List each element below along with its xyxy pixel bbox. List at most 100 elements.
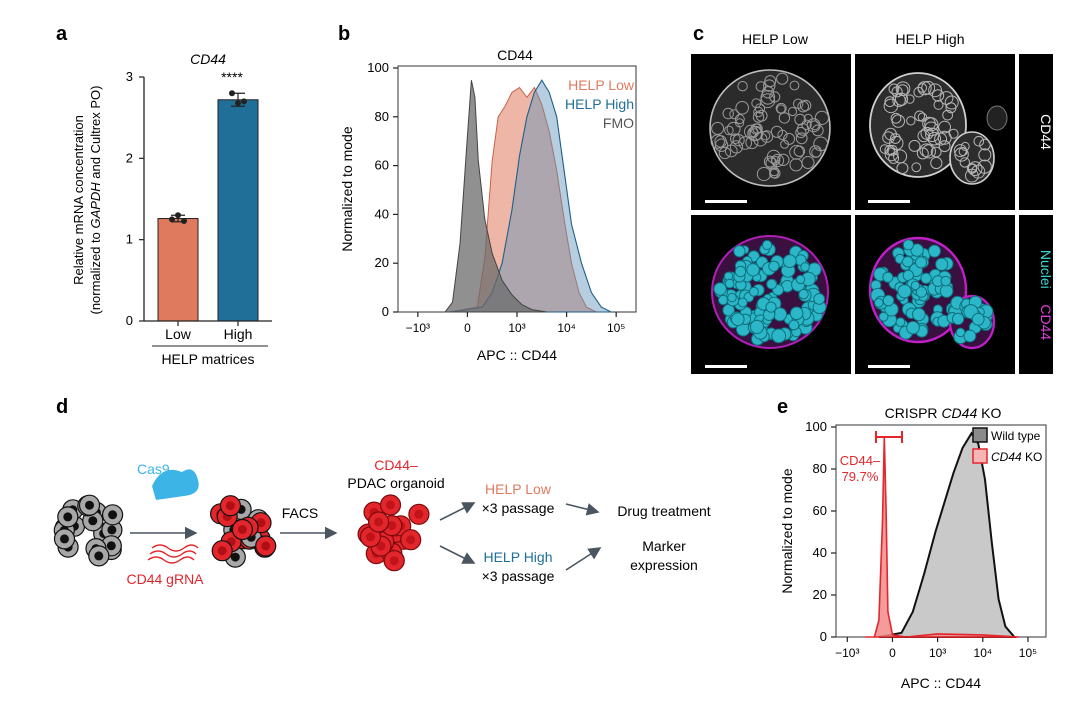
- row-label-strip-merge: [1019, 215, 1053, 374]
- cell: [713, 282, 727, 296]
- cell: [902, 256, 914, 268]
- cell: [762, 239, 773, 251]
- marker-label-line2: expression: [630, 557, 698, 573]
- cell-nucleus: [387, 521, 397, 531]
- cell: [889, 135, 904, 151]
- cell: [770, 125, 784, 138]
- panel-letter-c: c: [693, 23, 704, 45]
- chart-a-title: CD44: [190, 51, 226, 67]
- cell-nucleus: [374, 517, 384, 527]
- data-point: [235, 100, 241, 107]
- cas9-icon: [152, 469, 199, 500]
- chart-b-xlabel: APC :: CD44: [477, 347, 557, 363]
- cell: [737, 81, 748, 92]
- cell-nucleus: [107, 525, 117, 535]
- cell: [761, 86, 775, 99]
- cell-nucleus: [108, 510, 118, 520]
- cell: [737, 297, 748, 308]
- cell: [910, 280, 921, 291]
- cell: [768, 260, 780, 272]
- cell-nucleus: [406, 535, 416, 545]
- chart-e-histograms: [865, 431, 1019, 638]
- cell: [979, 138, 991, 151]
- cell: [933, 99, 944, 110]
- cell-nucleus: [217, 546, 227, 556]
- bar-high: [217, 99, 259, 322]
- chart-e-legend: Wild type CD44 KO: [972, 427, 1042, 464]
- cell: [766, 278, 777, 290]
- cell: [763, 155, 776, 168]
- cell: [710, 134, 725, 149]
- histogram-fmo: [444, 80, 547, 313]
- cell-nucleus: [386, 500, 395, 510]
- cell: [814, 110, 830, 126]
- cell: [776, 72, 789, 85]
- micrograph-merge-high-content: [868, 236, 996, 350]
- y-tick-label: 3: [126, 69, 133, 84]
- cell: [944, 95, 959, 110]
- cell: [923, 121, 939, 137]
- cell: [955, 327, 966, 338]
- chart-e-gate-value: 79.7%: [842, 469, 879, 484]
- cell: [801, 156, 815, 169]
- chart-e-title: CRISPR CD44 KO: [885, 405, 1002, 421]
- scale-bar: [868, 365, 910, 368]
- data-point: [181, 217, 187, 224]
- legend-swatch: [972, 427, 988, 443]
- cell: [906, 116, 916, 126]
- cell: [963, 329, 977, 343]
- cell: [718, 294, 729, 306]
- cell: [953, 144, 967, 158]
- cell: [782, 254, 797, 269]
- cell: [891, 86, 903, 98]
- cell: [795, 132, 808, 145]
- scale-bar: [705, 200, 747, 203]
- micrograph-cd44-low-content: [709, 69, 831, 187]
- x-tick-label: −10³: [835, 646, 859, 660]
- legend-entry: CD44 KO: [991, 450, 1042, 464]
- cell: [882, 131, 895, 144]
- chart-b-y-ticks: 0 20 40 60 80 100: [367, 60, 398, 319]
- cell: [783, 132, 796, 145]
- cell: [789, 306, 804, 321]
- cell: [811, 124, 824, 137]
- chart-b-x-ticks: −10³ 0 10³ 10⁴ 10⁵: [406, 312, 625, 335]
- cell: [731, 312, 745, 327]
- drug-treatment-label: Drug treatment: [617, 503, 710, 519]
- cell: [787, 106, 798, 117]
- chart-e-xlabel: APC :: CD44: [901, 675, 981, 691]
- legend-entry: HELP Low: [568, 77, 635, 93]
- cell: [913, 86, 925, 98]
- cell: [915, 286, 928, 298]
- cell: [930, 156, 943, 170]
- y-tick-label: 80: [813, 461, 827, 476]
- chart-b-legend: HELP Low HELP High FMO: [565, 77, 635, 131]
- cell: [938, 120, 951, 134]
- y-tick-label: 80: [375, 109, 389, 124]
- chart-a-bars: Low High: [144, 90, 272, 342]
- chart-e-gate: [875, 431, 903, 443]
- y-tick-label: 60: [375, 158, 389, 173]
- cell: [902, 239, 915, 251]
- cell: [921, 144, 937, 159]
- cell: [920, 272, 932, 284]
- cell: [778, 112, 791, 124]
- cell: [973, 135, 985, 147]
- organoid-label-bottom: PDAC organoid: [347, 475, 444, 491]
- chart-b-title: CD44: [497, 47, 533, 63]
- cell: [809, 120, 820, 131]
- cell: [971, 312, 985, 326]
- cell-nucleus: [63, 512, 73, 522]
- chart-a-ylabel-line1: Relative mRNA concentration: [71, 115, 86, 285]
- cell: [938, 140, 951, 153]
- cell: [769, 167, 781, 179]
- x-tick-label: 10⁴: [974, 646, 993, 660]
- arrow: [439, 502, 476, 521]
- cell: [752, 111, 765, 123]
- cell: [914, 256, 928, 269]
- chart-a-group-label: HELP matrices: [161, 351, 254, 367]
- cell: [966, 163, 978, 174]
- chart-e-ylabel: Normalized to mode: [779, 468, 795, 593]
- cell: [928, 83, 942, 98]
- chart-a-y-ticks: 0 1 2 3: [126, 69, 144, 328]
